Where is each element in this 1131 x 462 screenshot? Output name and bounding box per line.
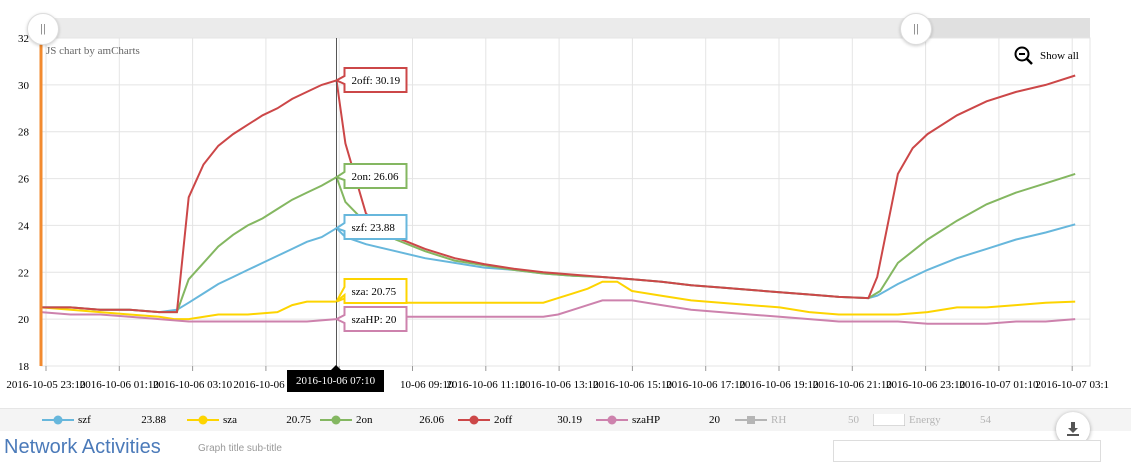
- x-tick-label: 2016-10-06 17:10: [666, 379, 746, 391]
- balloon-text: szaHP: 20: [351, 314, 396, 326]
- cursor-time-label: 2016-10-06 07:10: [287, 370, 385, 392]
- legend-marker-icon: [320, 415, 352, 425]
- series-line-szaHP: [40, 299, 1076, 325]
- zoom-out-icon: [1014, 46, 1033, 65]
- balloon-text: szf: 23.88: [351, 222, 395, 234]
- scrollbar-right-handle[interactable]: ||: [900, 13, 932, 45]
- x-tick-label: 2016-10-06 05: [233, 379, 299, 391]
- scrollbar-unselected: [915, 18, 1090, 38]
- legend-label: RH: [771, 414, 787, 426]
- y-tick-label: 24: [18, 220, 30, 232]
- y-tick-label: 32: [18, 33, 29, 45]
- balloon-text: sza: 20.75: [351, 286, 396, 298]
- scrollbar-selection[interactable]: [41, 18, 915, 38]
- legend-item-RH[interactable]: RH 50: [735, 412, 875, 428]
- download-icon: [1067, 422, 1079, 436]
- legend-value: 20: [709, 414, 720, 426]
- cursor-balloon-szf: szf: 23.88: [334, 214, 408, 240]
- x-tick-label: 2016-10-06 01:10: [80, 379, 160, 391]
- legend-value: 50: [848, 414, 859, 426]
- x-tick-label: 2016-10-06 19:10: [739, 379, 819, 391]
- legend-label: sza: [223, 414, 238, 426]
- date-range-input[interactable]: [833, 440, 1101, 462]
- legend-label: szaHP: [632, 414, 661, 426]
- x-tick-label: 2016-10-05 23:10: [6, 379, 86, 391]
- balloon-text: 2off: 30.19: [351, 75, 400, 87]
- legend-marker-icon: [187, 415, 219, 425]
- legend-item-2off[interactable]: 2off 30.19: [458, 412, 598, 428]
- legend-item-sza[interactable]: sza 20.75: [187, 412, 327, 428]
- legend-value: 26.06: [419, 414, 444, 426]
- cursor-balloon-2on: 2on: 26.06: [334, 163, 408, 189]
- legend-marker-icon: [735, 416, 767, 424]
- legend-value: 54: [980, 414, 991, 426]
- legend-marker-icon: [873, 414, 905, 426]
- chart-legend: szf 23.88 sza 20.75 2on 26.06 2off 30.19 szaHP 20…: [0, 408, 1131, 431]
- x-tick-label: 2016-10-06 13:10: [520, 379, 600, 391]
- x-tick-label: 2016-10-07 01:10: [959, 379, 1039, 391]
- legend-marker-icon: [42, 415, 74, 425]
- cursor-balloon-2off: 2off: 30.19: [334, 67, 408, 93]
- section-title: Network Activities: [4, 436, 161, 458]
- legend-marker-icon: [596, 415, 628, 425]
- series-line-sza: [40, 280, 1076, 321]
- x-tick-label: 10-06 09:10: [400, 379, 454, 391]
- legend-item-szf[interactable]: szf 23.88: [42, 412, 182, 428]
- balloon-text: 2on: 26.06: [351, 171, 399, 183]
- series-line-2on: [41, 172, 1076, 314]
- series-line-2off: [41, 74, 1076, 314]
- legend-label: Energy: [909, 414, 941, 426]
- x-tick-label: 2016-10-06 11:10: [446, 379, 525, 391]
- legend-marker-icon: [458, 415, 490, 425]
- legend-label: 2off: [494, 414, 513, 426]
- series-line-szf: [41, 223, 1076, 314]
- legend-value: 23.88: [141, 414, 166, 426]
- legend-item-Energy[interactable]: Energy 54: [873, 412, 1013, 428]
- y-tick-label: 30: [18, 80, 30, 92]
- section-subtitle: Graph title sub-title: [198, 443, 282, 454]
- legend-value: 20.75: [286, 414, 311, 426]
- x-tick-label: 2016-10-06 15:10: [593, 379, 673, 391]
- y-tick-label: 18: [18, 361, 30, 373]
- legend-value: 30.19: [557, 414, 582, 426]
- scrollbar-left-handle[interactable]: ||: [27, 13, 59, 45]
- cursor-balloon-sza: sza: 20.75: [335, 278, 408, 304]
- legend-label: 2on: [356, 414, 373, 426]
- x-tick-label: 2016-10-06 21:10: [813, 379, 893, 391]
- show-all-button[interactable]: Show all: [1014, 46, 1079, 66]
- y-tick-label: 22: [18, 267, 29, 279]
- y-tick-label: 26: [18, 174, 30, 186]
- y-tick-label: 20: [18, 314, 30, 326]
- y-tick-label: 28: [18, 127, 30, 139]
- legend-item-2on[interactable]: 2on 26.06: [320, 412, 460, 428]
- x-tick-label: 2016-10-07 03:1: [1035, 379, 1109, 391]
- x-tick-label: 2016-10-06 03:10: [153, 379, 233, 391]
- cursor-pointer-icon: [331, 365, 341, 370]
- show-all-label: Show all: [1040, 50, 1079, 62]
- x-tick-label: 2016-10-06 23:10: [886, 379, 966, 391]
- chart-credit[interactable]: JS chart by amCharts: [46, 45, 140, 57]
- cursor-balloon-szaHP: szaHP: 20: [334, 306, 408, 332]
- legend-label: szf: [78, 414, 91, 426]
- legend-item-szaHP[interactable]: szaHP 20: [596, 412, 736, 428]
